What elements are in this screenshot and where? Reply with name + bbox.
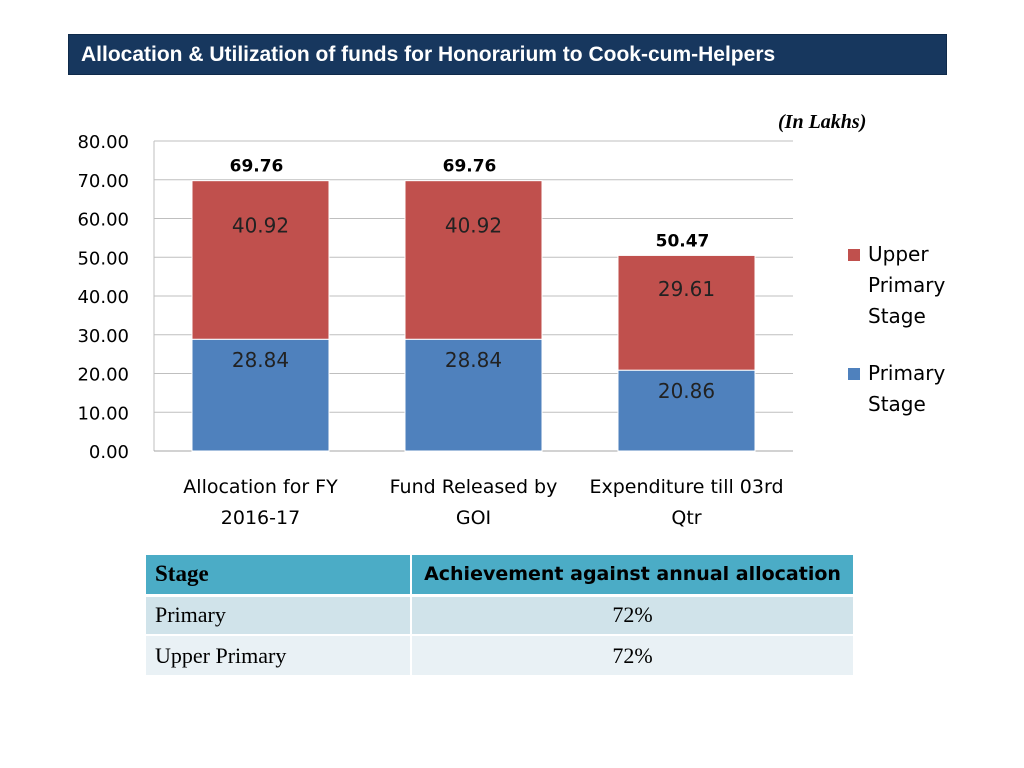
x-category-label: Allocation for FY bbox=[183, 476, 338, 498]
bar-primary bbox=[404, 338, 543, 452]
legend-label: Upper bbox=[868, 242, 929, 266]
y-tick-label: 20.00 bbox=[77, 365, 129, 386]
x-category-label: Fund Released by bbox=[390, 476, 558, 498]
total-label: 50.47 bbox=[656, 231, 710, 251]
legend-swatch bbox=[848, 368, 860, 380]
unit-note: (In Lakhs) bbox=[778, 111, 867, 133]
x-category-label: 2016-17 bbox=[221, 507, 300, 529]
cell-stage: Upper Primary bbox=[146, 635, 412, 675]
data-label: 29.61 bbox=[658, 277, 715, 301]
y-tick-label: 40.00 bbox=[77, 287, 129, 308]
bar-primary bbox=[191, 338, 330, 452]
bar-upper-primary bbox=[191, 180, 330, 340]
header-stage: Stage bbox=[146, 555, 412, 597]
total-label: 69.76 bbox=[230, 157, 284, 177]
achievement-table: Stage Achievement against annual allocat… bbox=[146, 555, 853, 675]
legend-label: Primary bbox=[868, 273, 945, 297]
legend-label: Stage bbox=[868, 392, 926, 416]
cell-achievement: 72% bbox=[411, 635, 853, 675]
data-label: 40.92 bbox=[232, 213, 289, 237]
header-achievement: Achievement against annual allocation bbox=[411, 555, 853, 597]
table-row: Primary 72% bbox=[146, 595, 853, 636]
legend-label: Primary bbox=[868, 361, 945, 385]
data-label: 28.84 bbox=[445, 348, 502, 372]
page-title: Allocation & Utilization of funds for Ho… bbox=[81, 43, 776, 66]
bar-primary bbox=[617, 369, 756, 452]
bar-upper-primary bbox=[617, 254, 756, 371]
total-label: 69.76 bbox=[443, 157, 497, 177]
x-category-label: GOI bbox=[456, 507, 491, 529]
y-tick-label: 70.00 bbox=[77, 171, 129, 192]
legend-swatch bbox=[848, 249, 860, 261]
cell-stage: Primary bbox=[146, 595, 412, 636]
data-label: 40.92 bbox=[445, 213, 502, 237]
stacked-bar-chart: 0.00 10.00 20.00 30.00 40.00 50.00 60.00 70.00 8… bbox=[77, 132, 945, 529]
y-tick-label: 60.00 bbox=[77, 210, 129, 231]
data-label: 20.86 bbox=[658, 379, 715, 403]
x-category-label: Expenditure till 03rd bbox=[589, 476, 783, 498]
y-tick-label: 30.00 bbox=[77, 326, 129, 347]
data-label: 28.84 bbox=[232, 348, 289, 372]
cell-achievement: 72% bbox=[411, 595, 853, 636]
table-row: Upper Primary 72% bbox=[146, 635, 853, 675]
legend-label: Stage bbox=[868, 304, 926, 328]
y-tick-label: 0.00 bbox=[89, 442, 129, 463]
y-tick-label: 80.00 bbox=[77, 132, 129, 153]
bar-upper-primary bbox=[404, 180, 543, 340]
y-tick-label: 10.00 bbox=[77, 403, 129, 424]
table-header-row: Stage Achievement against annual allocat… bbox=[146, 555, 853, 597]
x-category-label: Qtr bbox=[671, 507, 701, 529]
title-bar: Allocation & Utilization of funds for Ho… bbox=[68, 34, 947, 75]
y-tick-label: 50.00 bbox=[77, 248, 129, 269]
